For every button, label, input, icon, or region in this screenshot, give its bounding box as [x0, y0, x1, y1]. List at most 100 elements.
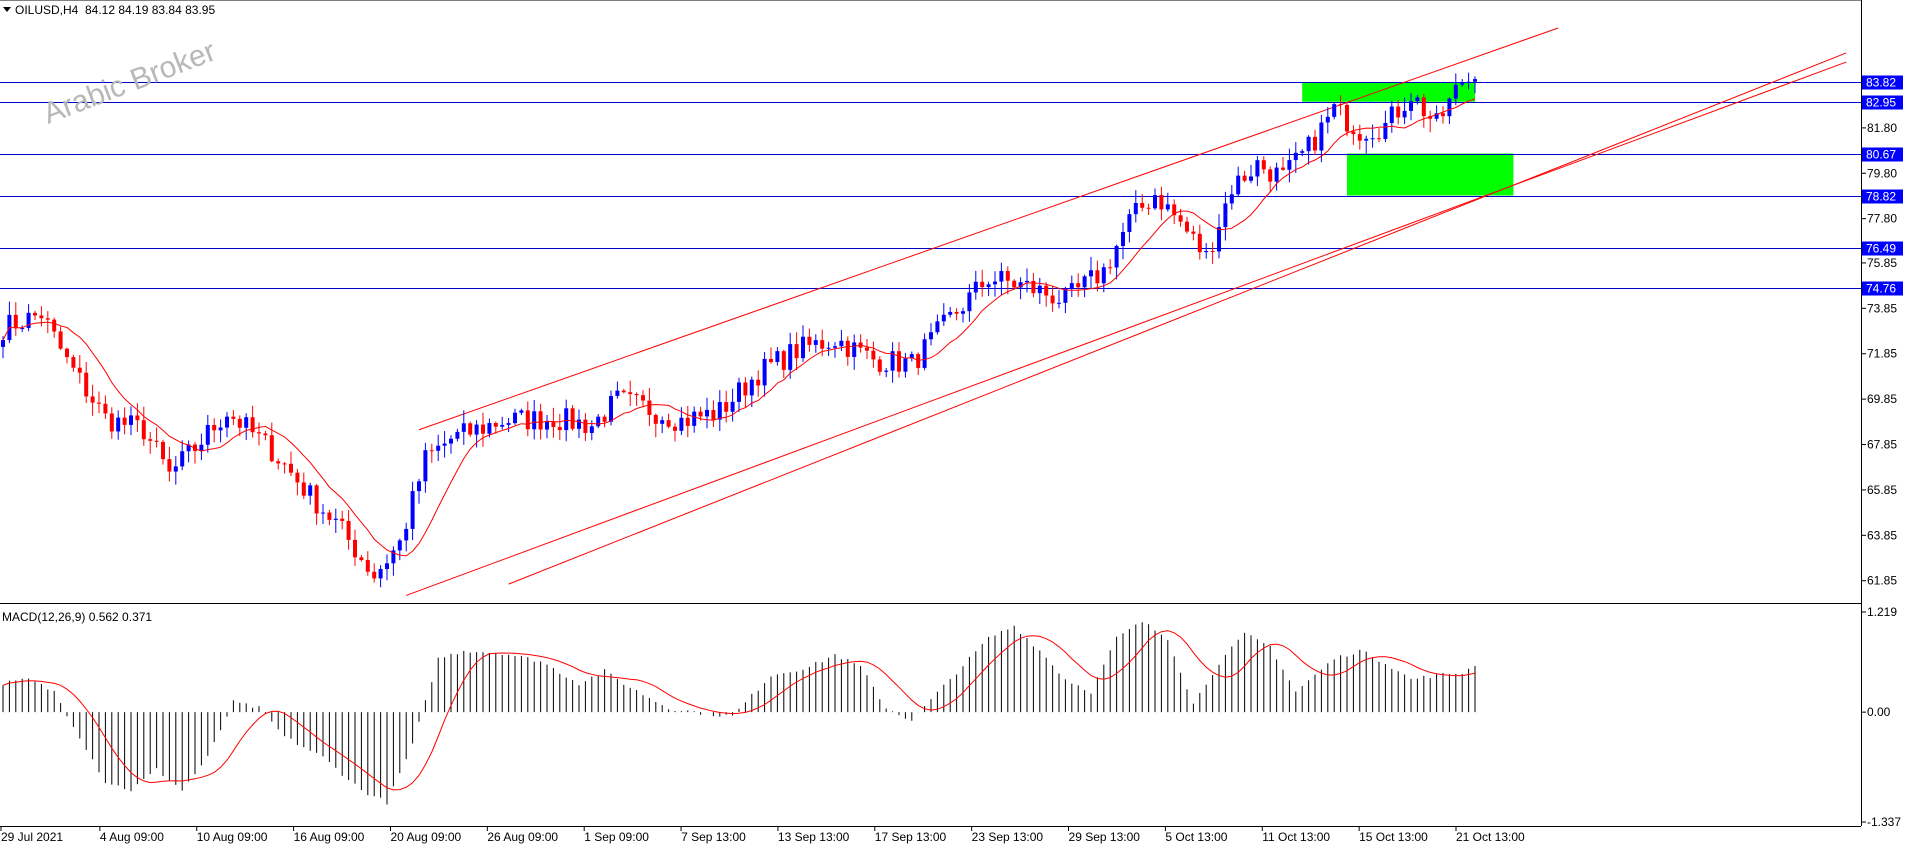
- candle[interactable]: [845, 336, 850, 366]
- candle[interactable]: [551, 407, 556, 438]
- candle[interactable]: [666, 413, 671, 429]
- candle[interactable]: [660, 416, 665, 433]
- candle[interactable]: [1197, 224, 1202, 260]
- candle[interactable]: [1044, 282, 1049, 307]
- candle[interactable]: [1057, 289, 1061, 309]
- symbol-menu-triangle-icon[interactable]: [3, 7, 11, 12]
- candle[interactable]: [948, 307, 953, 318]
- candle[interactable]: [212, 418, 217, 443]
- candle[interactable]: [653, 413, 658, 438]
- candle[interactable]: [52, 317, 57, 338]
- candle[interactable]: [468, 421, 473, 437]
- candle[interactable]: [1434, 105, 1439, 122]
- candle[interactable]: [314, 484, 319, 525]
- candle[interactable]: [1351, 125, 1356, 145]
- candle[interactable]: [538, 403, 543, 440]
- candle[interactable]: [1159, 186, 1164, 221]
- candle[interactable]: [455, 428, 460, 442]
- candle[interactable]: [1121, 222, 1125, 260]
- candle[interactable]: [263, 430, 268, 441]
- candle[interactable]: [730, 388, 735, 422]
- candle[interactable]: [1223, 191, 1228, 241]
- candle[interactable]: [58, 326, 63, 350]
- candle[interactable]: [756, 370, 761, 397]
- candle[interactable]: [429, 443, 434, 463]
- candle[interactable]: [1050, 285, 1055, 312]
- candle[interactable]: [410, 481, 415, 541]
- candle[interactable]: [1153, 188, 1157, 211]
- candle[interactable]: [1396, 100, 1401, 125]
- candle[interactable]: [1165, 192, 1170, 212]
- candle[interactable]: [954, 308, 959, 321]
- candle[interactable]: [199, 433, 204, 461]
- candle[interactable]: [1005, 266, 1010, 295]
- candle[interactable]: [487, 418, 492, 438]
- candle[interactable]: [1377, 128, 1381, 143]
- candle[interactable]: [327, 509, 332, 526]
- candle[interactable]: [1229, 185, 1234, 210]
- candle[interactable]: [1204, 243, 1209, 259]
- candle[interactable]: [641, 390, 645, 407]
- candle[interactable]: [813, 334, 818, 353]
- candle[interactable]: [1473, 76, 1477, 94]
- candle[interactable]: [762, 351, 767, 397]
- candle[interactable]: [1441, 106, 1445, 124]
- candle[interactable]: [628, 380, 633, 407]
- candle[interactable]: [743, 377, 748, 408]
- candle[interactable]: [378, 565, 383, 588]
- candle[interactable]: [1191, 225, 1196, 241]
- candle[interactable]: [826, 341, 831, 356]
- macd-signal-line[interactable]: [2, 630, 1476, 791]
- candle[interactable]: [1447, 97, 1452, 125]
- candle[interactable]: [1172, 199, 1177, 225]
- candle[interactable]: [442, 431, 447, 458]
- candle[interactable]: [250, 405, 255, 438]
- candle[interactable]: [801, 325, 805, 362]
- candle[interactable]: [1140, 194, 1145, 212]
- candle[interactable]: [1421, 93, 1426, 128]
- candle[interactable]: [1114, 244, 1119, 280]
- candle[interactable]: [1082, 274, 1087, 298]
- candle[interactable]: [980, 269, 985, 297]
- candle[interactable]: [97, 391, 101, 414]
- candle[interactable]: [929, 323, 933, 346]
- candle[interactable]: [20, 325, 25, 333]
- candle[interactable]: [1127, 209, 1132, 243]
- candle[interactable]: [135, 403, 140, 432]
- candle[interactable]: [1325, 106, 1330, 134]
- candle[interactable]: [1133, 190, 1138, 223]
- candle[interactable]: [922, 333, 927, 371]
- candle[interactable]: [570, 405, 575, 431]
- candle[interactable]: [244, 413, 249, 441]
- candle[interactable]: [359, 554, 364, 562]
- time-axis[interactable]: 29 Jul 2021 4 Aug 09:00 10 Aug 09:00 16 Aug…: [0, 826, 1525, 844]
- candle[interactable]: [1255, 156, 1260, 186]
- candle[interactable]: [1287, 148, 1292, 183]
- candle[interactable]: [340, 510, 345, 530]
- candle[interactable]: [1268, 166, 1273, 193]
- candle[interactable]: [884, 368, 889, 378]
- price-axis[interactable]: 61.85 63.85 65.85 67.85 69.85 71.85 73.85 75.85…: [1861, 121, 1901, 829]
- candle[interactable]: [1383, 110, 1388, 143]
- candle[interactable]: [301, 472, 306, 500]
- candle[interactable]: [1364, 135, 1369, 154]
- candle[interactable]: [154, 427, 159, 448]
- candle[interactable]: [173, 456, 178, 485]
- candle[interactable]: [1345, 102, 1349, 137]
- candle[interactable]: [180, 440, 185, 471]
- candle[interactable]: [1108, 259, 1113, 275]
- candle[interactable]: [1357, 124, 1362, 150]
- candle[interactable]: [890, 342, 895, 383]
- candle[interactable]: [1466, 72, 1471, 90]
- candle[interactable]: [481, 412, 485, 447]
- candle[interactable]: [711, 400, 716, 428]
- candle[interactable]: [423, 442, 428, 493]
- candle[interactable]: [967, 284, 972, 322]
- candle[interactable]: [122, 407, 127, 435]
- candle[interactable]: [999, 262, 1004, 295]
- candle[interactable]: [506, 417, 511, 433]
- candle[interactable]: [1293, 142, 1298, 174]
- candle[interactable]: [417, 478, 421, 504]
- candle[interactable]: [909, 351, 914, 362]
- candle[interactable]: [1069, 275, 1074, 298]
